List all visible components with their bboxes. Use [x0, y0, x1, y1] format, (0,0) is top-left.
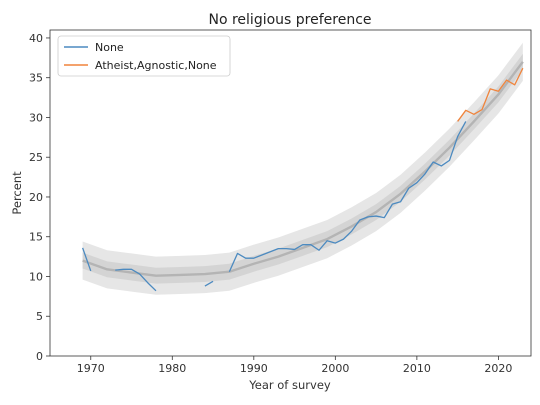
series-line-atheist-agnostic-none-segment-0 [457, 67, 524, 122]
series-layer [81, 67, 524, 292]
series-line-none-segment-0 [81, 247, 92, 272]
trend-line-layer [82, 61, 524, 277]
y-tick-label-40: 40 [29, 32, 43, 45]
x-tick-label-1980: 1980 [158, 362, 186, 375]
x-tick-label-1970: 1970 [77, 362, 105, 375]
y-tick-label-35: 35 [29, 72, 43, 85]
y-tick-label-10: 10 [29, 270, 43, 283]
series-line-none-segment-2 [204, 280, 214, 287]
y-tick-label-0: 0 [36, 350, 43, 363]
y-tick-label-30: 30 [29, 111, 43, 124]
series-line-none-segment-3 [228, 121, 467, 272]
x-axis-label: Year of survey [248, 378, 331, 392]
legend-label-atheist-agnostic-none: Atheist,Agnostic,None [95, 59, 217, 72]
y-tick-label-5: 5 [36, 310, 43, 323]
chart-legend: None Atheist,Agnostic,None [57, 35, 231, 77]
series-line-none-segment-1 [115, 268, 157, 292]
x-tick-label-2000: 2000 [321, 362, 349, 375]
legend-box [57, 35, 231, 77]
confidence-band-inner [82, 53, 523, 284]
plot-frame [49, 29, 532, 357]
x-axis-ticks: 1970 1980 1990 2000 2010 2020 [77, 356, 512, 375]
x-tick-label-2010: 2010 [403, 362, 431, 375]
chart-title: No religious preference [208, 12, 371, 28]
x-tick-label-1990: 1990 [240, 362, 268, 375]
y-axis-ticks: 0 5 10 15 20 25 30 35 40 [29, 32, 50, 363]
trend-line [82, 61, 524, 277]
x-tick-label-2020: 2020 [484, 362, 512, 375]
y-tick-label-25: 25 [29, 151, 43, 164]
y-tick-label-15: 15 [29, 231, 43, 244]
y-axis-label: Percent [10, 171, 24, 215]
legend-label-none: None [95, 41, 124, 54]
y-tick-label-20: 20 [29, 191, 43, 204]
